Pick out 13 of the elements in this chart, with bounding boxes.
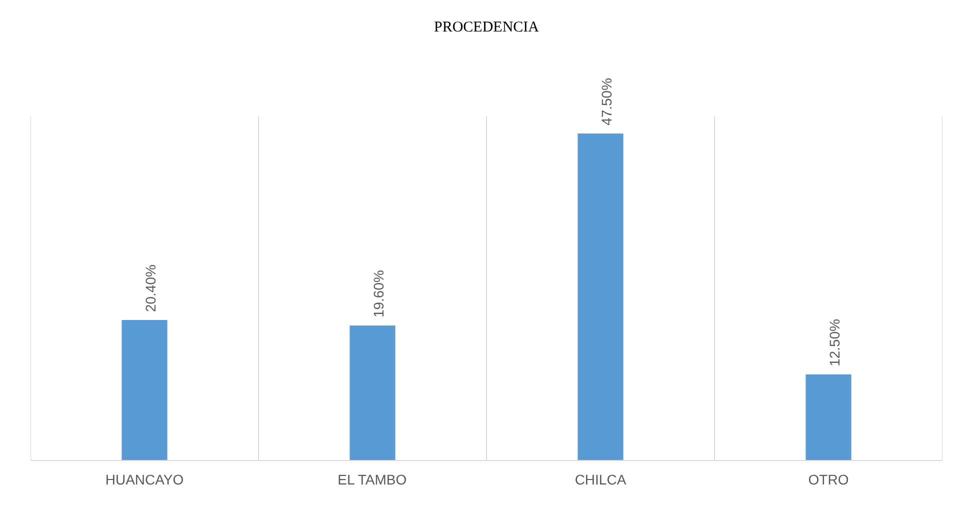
bar (122, 320, 168, 460)
chart-title: PROCEDENCIA (434, 20, 540, 36)
x-tick-label: CHILCA (574, 472, 627, 488)
data-label: 20.40% (142, 264, 158, 312)
bar (578, 133, 624, 460)
data-label: 19.60% (370, 270, 386, 318)
data-label: 12.50% (826, 318, 842, 366)
bar (806, 374, 852, 460)
x-tick-label: HUANCAYO (105, 472, 184, 488)
data-label: 47.50% (598, 78, 614, 126)
x-tick-label: OTRO (808, 472, 849, 488)
x-tick-label: EL TAMBO (338, 472, 407, 488)
bar (350, 326, 396, 460)
